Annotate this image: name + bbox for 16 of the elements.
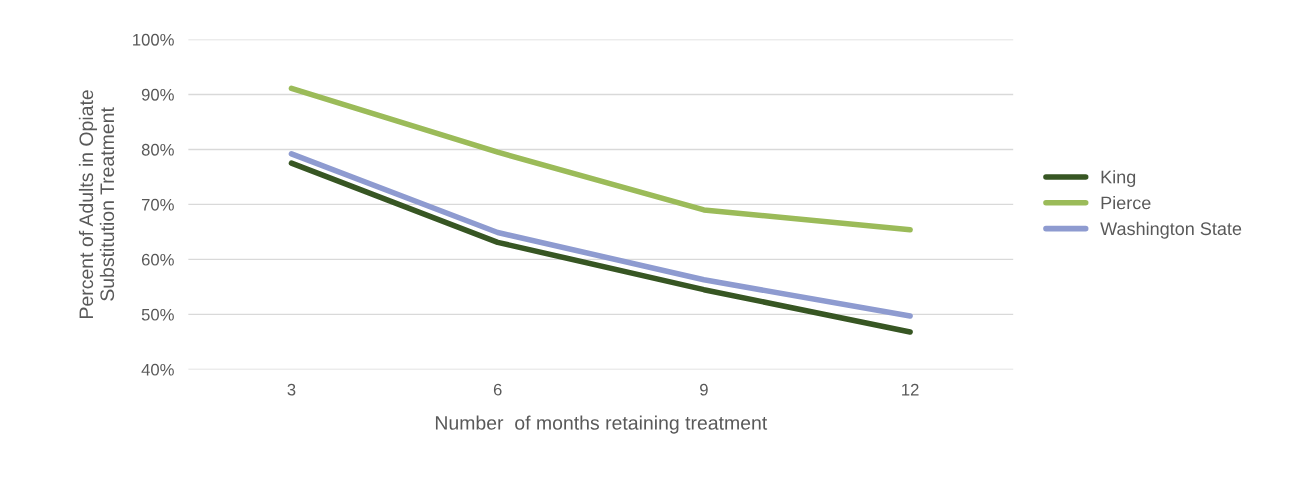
x-axis-title: Number of months retaining treatment [435,415,768,434]
y-tick-label: 70% [141,198,174,211]
y-tick-label: 50% [141,308,174,321]
y-tick-label: 80% [141,143,174,156]
legend-label: Washington State [1100,221,1242,239]
x-tick-label: 3 [287,383,296,396]
y-tick-label: 40% [141,363,174,376]
legend-label: Pierce [1101,196,1151,210]
y-tick-label: 60% [141,253,174,266]
legend-label: King [1101,170,1136,187]
x-tick-label: 9 [700,383,708,396]
x-tick-label: 6 [493,383,502,396]
y-axis-title: Percent of Adults in Opiate Substitution Treatment [78,90,115,318]
x-tick-label: 12 [902,383,919,396]
y-tick-label: 100% [133,33,174,46]
y-tick-label: 90% [141,88,174,101]
